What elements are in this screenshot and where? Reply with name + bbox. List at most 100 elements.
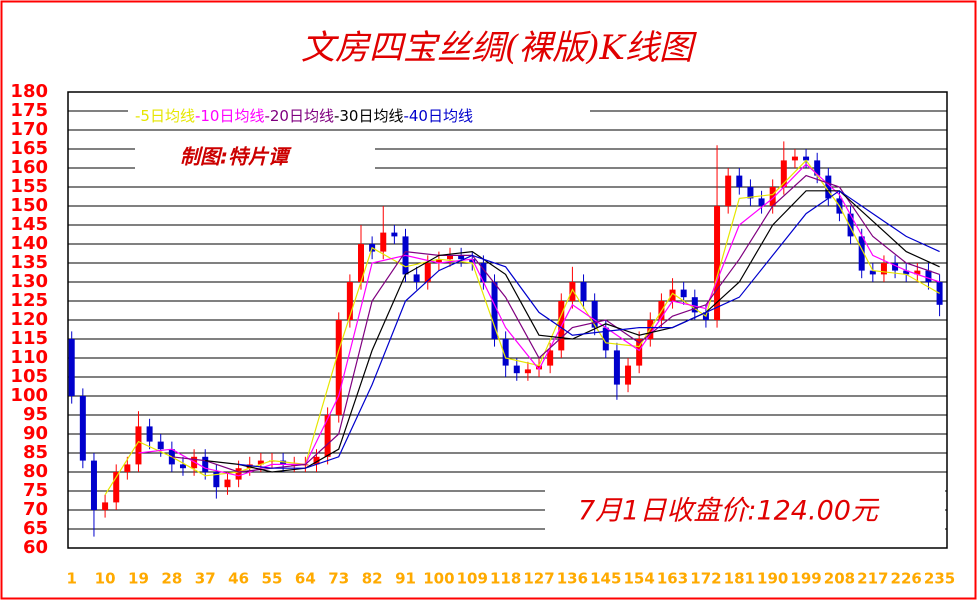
candle-body — [179, 464, 186, 469]
y-tick-label: 130 — [10, 271, 48, 292]
candle-body — [691, 297, 698, 313]
y-tick-label: 175 — [10, 100, 48, 121]
candle-body — [469, 259, 476, 263]
candle-body — [435, 259, 442, 263]
candle-body — [324, 415, 331, 457]
candle-body — [90, 460, 97, 510]
x-tick-label: 55 — [262, 570, 283, 588]
candle-body — [758, 198, 765, 206]
y-tick-label: 105 — [10, 366, 48, 387]
candle-body — [224, 479, 231, 488]
y-tick-label: 180 — [10, 81, 48, 102]
legend-entry: -20日均线 — [264, 107, 334, 125]
ma-line — [205, 190, 940, 473]
x-tick-label: 190 — [757, 570, 788, 588]
y-tick-label: 65 — [23, 518, 48, 539]
y-tick-label: 95 — [23, 404, 48, 425]
x-tick-label: 19 — [128, 570, 149, 588]
candle-body — [580, 282, 587, 301]
x-tick-label: 46 — [228, 570, 249, 588]
candle-body — [146, 426, 153, 442]
candle-body — [502, 339, 509, 366]
candle-body — [257, 460, 264, 465]
y-tick-label: 70 — [23, 499, 48, 520]
x-tick-label: 100 — [423, 570, 454, 588]
candle-body — [858, 236, 865, 271]
x-tick-label: 163 — [657, 570, 688, 588]
x-tick-label: 28 — [161, 570, 182, 588]
y-tick-label: 110 — [10, 347, 48, 368]
x-tick-label: 208 — [824, 570, 855, 588]
candle-body — [280, 460, 287, 465]
candle-body — [669, 289, 676, 301]
subtitle: 制图:特片谭 — [180, 145, 292, 169]
candle-body — [547, 350, 554, 366]
candle-body — [335, 320, 342, 415]
x-tick-label: 73 — [328, 570, 349, 588]
y-tick-label: 120 — [10, 309, 48, 330]
candle-body — [747, 187, 754, 199]
candle-body — [202, 456, 209, 472]
x-tick-label: 145 — [590, 570, 621, 588]
x-tick-label: 226 — [891, 570, 922, 588]
candle-body — [869, 270, 876, 275]
candle-body — [636, 339, 643, 366]
candle-body — [847, 213, 854, 237]
legend-entry: -5日均线 — [135, 107, 195, 125]
chart-title: 文房四宝丝绸(裸版)K线图 — [301, 28, 697, 68]
candle-body — [458, 255, 465, 260]
y-tick-label: 125 — [10, 290, 48, 311]
candle-body — [380, 232, 387, 252]
candle-body — [346, 282, 353, 320]
candle-body — [602, 327, 609, 351]
x-tick-label: 118 — [490, 570, 521, 588]
candle-body — [113, 472, 120, 503]
legend-entry: -40日均线 — [403, 107, 473, 125]
legend-entry: -30日均线 — [334, 107, 404, 125]
candle-body — [235, 468, 242, 480]
x-tick-label: 91 — [395, 570, 416, 588]
candle-body — [213, 472, 220, 488]
ma-line — [238, 190, 940, 469]
candle-body — [736, 175, 743, 187]
y-tick-label: 100 — [10, 385, 48, 406]
candle-body — [625, 365, 632, 385]
x-tick-label: 1 — [66, 570, 76, 588]
x-tick-label: 136 — [557, 570, 588, 588]
x-tick-label: 199 — [790, 570, 821, 588]
candle-body — [925, 270, 932, 282]
candle-body — [391, 232, 398, 237]
x-tick-label: 82 — [362, 570, 383, 588]
candle-body — [413, 274, 420, 282]
x-tick-label: 10 — [95, 570, 116, 588]
y-tick-label: 115 — [10, 328, 48, 349]
x-tick-label: 172 — [690, 570, 721, 588]
candle-body — [124, 464, 131, 472]
candle-body — [814, 160, 821, 176]
y-tick-label: 80 — [23, 461, 48, 482]
y-tick-label: 60 — [23, 537, 48, 558]
x-tick-label: 217 — [857, 570, 888, 588]
candle-body — [769, 187, 776, 206]
ma-line — [104, 159, 940, 496]
candle-body — [524, 369, 531, 374]
y-tick-label: 75 — [23, 480, 48, 501]
candle-body — [780, 160, 787, 187]
candle-body — [513, 365, 520, 374]
candle-body — [880, 263, 887, 275]
candle-body — [480, 263, 487, 282]
x-tick-label: 64 — [295, 570, 316, 588]
candle-body — [79, 396, 86, 461]
candle-body — [491, 282, 498, 339]
y-tick-label: 135 — [10, 252, 48, 273]
candle-body — [157, 441, 164, 450]
y-tick-label: 85 — [23, 442, 48, 463]
candle-body — [591, 301, 598, 328]
candle-body — [424, 263, 431, 282]
y-tick-label: 145 — [10, 214, 48, 235]
candle-body — [447, 255, 454, 260]
legend-entry: -10日均线 — [195, 107, 265, 125]
candle-body — [725, 175, 732, 206]
candle-body — [714, 206, 721, 320]
